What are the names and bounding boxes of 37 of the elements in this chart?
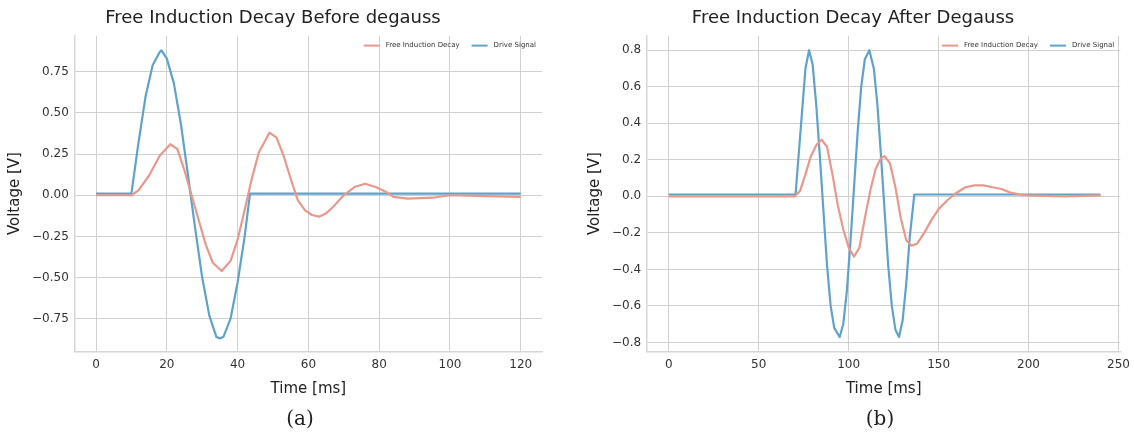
y-tick-label: −0.75 <box>31 310 69 325</box>
x-tick-label: 40 <box>229 356 246 371</box>
x-tick-label: 100 <box>438 356 462 371</box>
y-tick-label: 0.50 <box>42 105 69 120</box>
y-axis-title: Voltage [V] <box>4 152 23 236</box>
y-tick-label: −0.50 <box>31 269 69 284</box>
text: (a) <box>285 406 315 430</box>
x-tick-label: 50 <box>751 356 767 371</box>
x-tick-label: 200 <box>1017 356 1040 371</box>
x-axis-title: Time [ms] <box>844 378 922 397</box>
y-tick-label: 0.25 <box>42 146 69 161</box>
x-tick-label: 80 <box>371 356 387 371</box>
y-tick-label: 0.2 <box>622 151 642 166</box>
y-tick-label: −0.2 <box>612 225 642 239</box>
x-axis-title: Time [ms] <box>269 378 347 397</box>
y-tick-label: 0.4 <box>622 115 642 130</box>
y-tick-label: 0.8 <box>622 42 642 57</box>
text: (b) <box>864 406 896 430</box>
x-tick-label: 150 <box>927 356 951 371</box>
chart-title: Free Induction Decay Before degauss <box>105 6 441 28</box>
y-tick-label: −0.6 <box>612 298 642 313</box>
y-tick-label: −0.25 <box>31 228 69 243</box>
y-tick-label: −0.8 <box>612 334 642 349</box>
y-tick-label: −0.4 <box>612 261 642 276</box>
x-tick-label: 60 <box>300 356 317 371</box>
y-tick-label: 0.6 <box>622 78 642 93</box>
y-tick-label: 0.00 <box>42 187 69 202</box>
x-tick-label: 120 <box>509 356 533 371</box>
y-tick-label: 0.0 <box>622 188 642 203</box>
x-tick-label: 0 <box>92 356 100 371</box>
x-tick-label: 20 <box>159 356 175 371</box>
y-tick-label: 0.75 <box>42 63 69 78</box>
y-axis-title: Voltage [V] <box>584 152 603 236</box>
x-tick-label: 100 <box>837 356 861 371</box>
x-tick-label: 250 <box>1107 356 1130 371</box>
x-tick-label: 0 <box>664 356 673 371</box>
chart-title: Free Induction Decay After Degauss <box>691 6 1015 28</box>
